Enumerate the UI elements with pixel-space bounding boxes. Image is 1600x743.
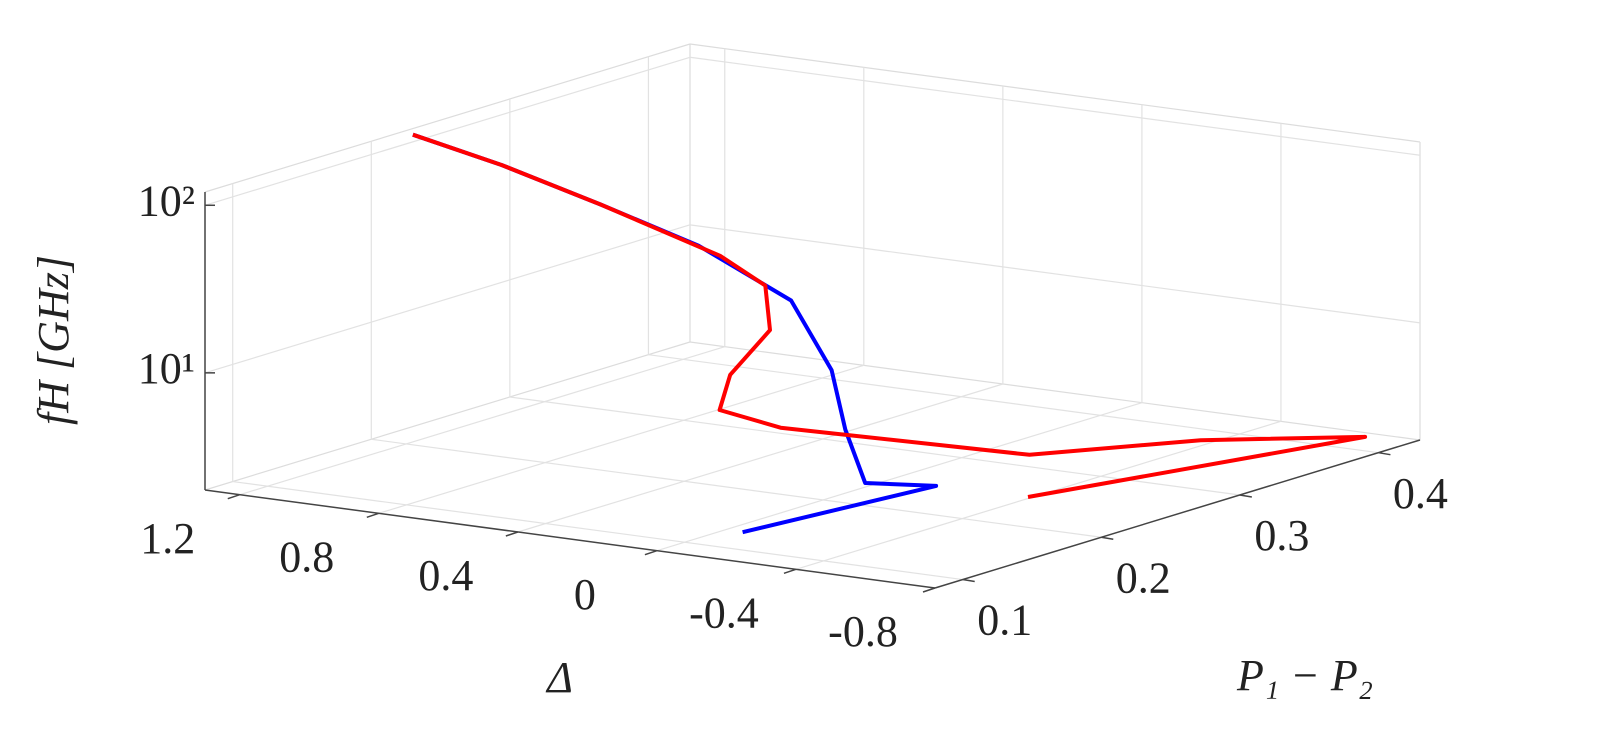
grid-line — [232, 480, 963, 581]
z-axis-label: fH [GHz] — [29, 255, 78, 425]
x-tick-label: 0.8 — [279, 532, 334, 581]
x-axis-label: Δ — [545, 653, 573, 702]
grid-line — [656, 402, 1143, 552]
tick-mark — [1101, 536, 1114, 540]
grid-line — [378, 364, 864, 514]
grid-line — [371, 438, 1102, 538]
box-edge — [204, 341, 691, 491]
y-tick-label: 0.3 — [1254, 511, 1309, 560]
tick-mark — [962, 578, 975, 583]
box-edge — [689, 43, 1421, 143]
y-axis-label: P₁ − P₂ — [1236, 651, 1373, 700]
grid-line — [689, 56, 1421, 156]
x-tick-label: 1.2 — [140, 514, 195, 563]
tick-mark — [922, 587, 936, 593]
grid-line — [239, 346, 725, 496]
tick-mark — [644, 549, 658, 556]
tick-mark — [366, 512, 380, 519]
grid-line — [204, 224, 691, 374]
tick-mark — [227, 493, 240, 500]
tick-mark — [783, 568, 797, 575]
data-line — [412, 132, 939, 535]
box-edge — [204, 43, 691, 193]
tick-mark — [505, 531, 519, 537]
y-axis — [934, 439, 1421, 589]
x-tick-label: -0.8 — [828, 607, 898, 656]
tick-mark — [1239, 494, 1252, 498]
x-tick-label: -0.4 — [689, 588, 759, 637]
z-tick-label: 10² — [138, 176, 195, 225]
data-line — [412, 132, 1368, 499]
y-tick-label: 0.2 — [1116, 553, 1171, 602]
grid-line — [648, 354, 1379, 454]
grid-line — [509, 396, 1240, 496]
grid-line — [517, 383, 1004, 533]
x-axis — [204, 489, 936, 589]
z-tick-label: 10¹ — [138, 344, 195, 393]
grid-line — [204, 56, 691, 206]
grid-line — [689, 224, 1421, 324]
x-tick-label: 0.4 — [418, 551, 473, 600]
box-edge — [689, 341, 1421, 441]
x-tick-label: 0 — [574, 570, 596, 619]
y-tick-label: 0.1 — [977, 596, 1032, 645]
y-tick-label: 0.4 — [1393, 469, 1448, 518]
tick-mark — [1378, 451, 1391, 456]
